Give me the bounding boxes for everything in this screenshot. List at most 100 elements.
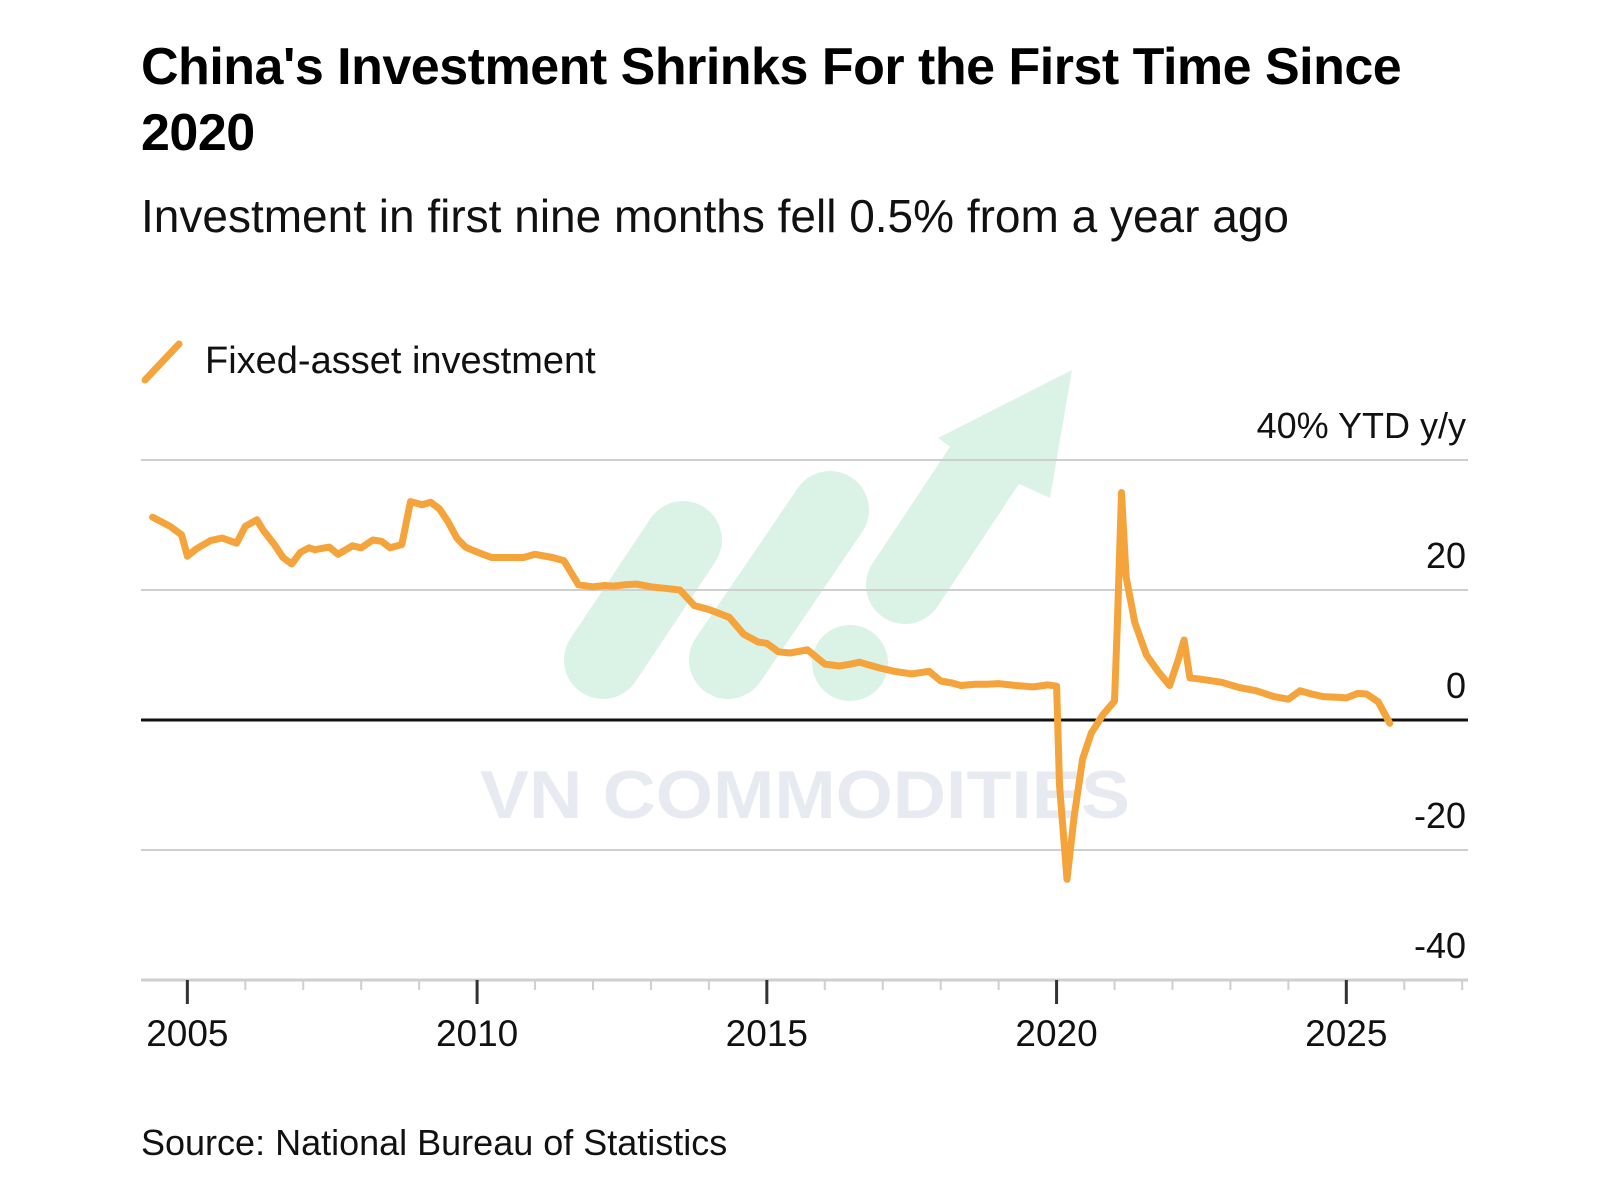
x-tick-label: 2025	[1305, 1013, 1387, 1054]
data-point	[849, 662, 853, 666]
data-point	[666, 587, 670, 591]
data-point	[220, 536, 224, 540]
data-point	[455, 536, 459, 540]
data-point	[168, 524, 172, 528]
data-point	[550, 556, 554, 559]
watermark-text: VN COMMODITIES	[480, 757, 1130, 833]
y-tick-label: 20	[1426, 535, 1466, 576]
data-point	[1176, 658, 1180, 661]
data-point	[939, 679, 943, 683]
data-point	[823, 662, 827, 666]
data-point	[678, 588, 682, 592]
data-point	[1202, 678, 1206, 682]
data-point	[1101, 713, 1105, 717]
data-point	[878, 666, 882, 670]
data-point	[1120, 491, 1123, 494]
data-point	[327, 545, 331, 549]
data-point	[603, 584, 607, 587]
data-point	[490, 556, 494, 559]
x-tick-label: 2015	[726, 1013, 808, 1054]
data-point	[611, 584, 615, 588]
data-point	[805, 648, 809, 652]
data-point	[1113, 699, 1116, 703]
data-point	[837, 664, 841, 668]
data-point	[1014, 684, 1018, 687]
data-point	[776, 650, 780, 654]
data-point	[464, 545, 467, 549]
data-point	[409, 500, 412, 504]
x-axis: 2005 2010 2015 2020 2025	[141, 978, 1468, 1054]
data-point	[765, 641, 769, 645]
data-point	[235, 541, 239, 545]
data-point	[313, 548, 317, 552]
y-tick-label: 0	[1446, 665, 1466, 706]
data-point	[1058, 783, 1061, 787]
data-point	[255, 518, 259, 522]
data-point	[307, 546, 311, 550]
x-tick-label: 2005	[146, 1013, 228, 1054]
data-point	[1336, 695, 1340, 699]
data-point	[281, 556, 285, 559]
data-point	[1156, 669, 1160, 673]
data-point	[359, 546, 363, 550]
data-point	[1055, 684, 1059, 688]
data-point	[371, 538, 375, 542]
data-point	[635, 582, 638, 586]
data-point	[1321, 695, 1325, 699]
data-point	[649, 585, 653, 589]
data-point	[1255, 689, 1258, 693]
y-tick-label: 40% YTD y/y	[1257, 405, 1466, 446]
data-point	[562, 559, 566, 563]
data-point	[973, 682, 977, 686]
data-point	[1144, 653, 1148, 657]
data-point	[727, 615, 731, 619]
data-point	[623, 583, 627, 587]
data-point	[1272, 695, 1276, 699]
data-point	[209, 539, 212, 543]
y-tick-label: -40	[1414, 925, 1466, 966]
y-axis: 40% YTD y/y 20 0 -20 -40	[1257, 405, 1466, 966]
data-point	[194, 547, 198, 551]
data-point	[469, 548, 473, 552]
data-point	[1376, 700, 1380, 704]
data-point	[290, 562, 294, 566]
data-point	[985, 682, 989, 686]
data-point	[707, 608, 711, 611]
data-point	[481, 552, 485, 556]
data-point	[1089, 731, 1093, 735]
data-point	[151, 515, 155, 519]
data-point	[1182, 638, 1186, 642]
data-point	[380, 539, 383, 543]
y-tick-label: -20	[1414, 795, 1466, 836]
data-point	[261, 528, 265, 531]
chart-subtitle: Investment in first nine months fell 0.5…	[141, 190, 1289, 242]
data-point	[742, 632, 746, 636]
data-point	[522, 556, 525, 559]
legend-line-icon	[141, 340, 183, 384]
data-point	[1115, 621, 1119, 624]
data-point	[591, 585, 595, 589]
data-point	[950, 681, 954, 685]
source-note: Source: National Bureau of Statistics	[141, 1122, 728, 1163]
data-point	[1286, 697, 1290, 701]
data-point	[1188, 676, 1192, 680]
data-point	[997, 682, 1001, 686]
data-point	[1344, 696, 1348, 700]
data-point	[437, 507, 441, 511]
data-point	[1133, 621, 1137, 624]
data-point	[927, 669, 931, 673]
data-point	[388, 546, 392, 550]
data-point	[858, 660, 862, 664]
data-point	[351, 544, 354, 548]
data-point	[336, 552, 340, 556]
x-tick-label: 2010	[436, 1013, 518, 1054]
legend: Fixed-asset investment	[141, 338, 596, 384]
data-point	[756, 640, 760, 644]
data-point	[910, 672, 914, 676]
data-point	[446, 520, 450, 524]
data-point	[298, 550, 302, 554]
data-point	[1356, 691, 1360, 695]
data-point	[788, 651, 792, 655]
data-point	[1065, 877, 1069, 881]
